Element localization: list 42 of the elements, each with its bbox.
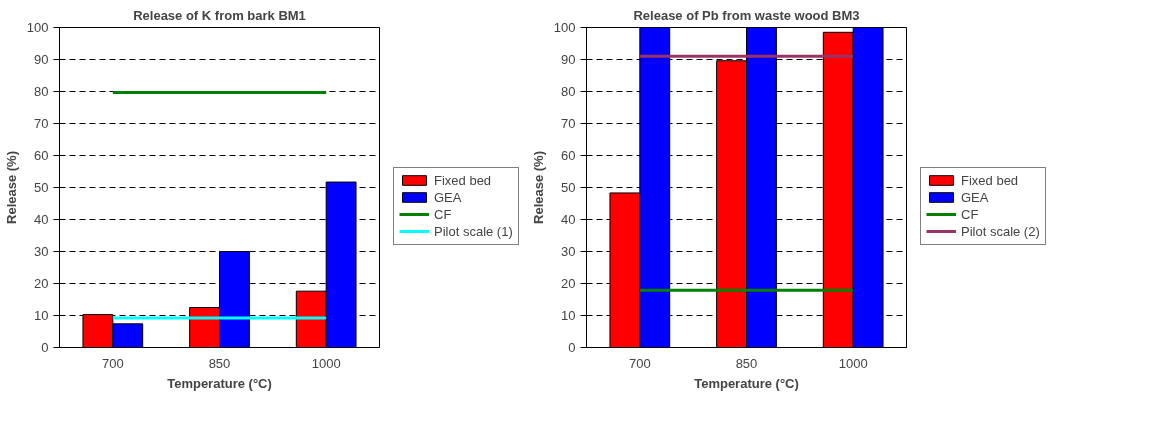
y-tick-label: 90 [561,52,576,67]
x-tick-label: 1000 [838,355,868,371]
y-tick-label: 30 [34,244,49,259]
legend-label: GEA [434,189,462,205]
y-tick-label: 0 [41,340,49,355]
y-tick-label: 30 [561,244,576,259]
x-axis-title: Temperature (°C) [694,375,799,391]
y-tick-label: 60 [561,148,576,163]
x-tick-label: 700 [628,355,651,371]
y-tick-label: 50 [34,180,49,195]
y-tick-label: 10 [34,308,49,323]
y-tick-label: 90 [34,52,49,67]
x-tick-label: 850 [735,355,758,371]
legend-label: Pilot scale (2) [961,223,1040,239]
x-tick-label: 700 [101,355,124,371]
y-tick-label: 10 [561,308,576,323]
legend-label: Fixed bed [434,172,492,188]
y-tick-label: 70 [34,116,49,131]
y-axis-title: Release (%) [530,151,546,224]
y-tick-label: 0 [568,340,576,355]
y-tick-label: 100 [553,20,576,35]
x-tick-label: 850 [208,355,231,371]
x-tick-label: 1000 [311,355,341,371]
chart-title: Release of K from bark BM1 [133,7,306,23]
y-tick-label: 40 [561,212,576,227]
y-tick-label: 40 [34,212,49,227]
legend-label: Pilot scale (1) [434,223,513,239]
y-axis-title: Release (%) [3,151,19,224]
legend-label: CF [434,206,453,222]
y-tick-label: 80 [34,84,49,99]
chart-title: Release of Pb from waste wood BM3 [633,7,860,23]
y-tick-label: 50 [561,180,576,195]
y-tick-label: 70 [561,116,576,131]
y-tick-label: 20 [34,276,49,291]
y-tick-label: 100 [26,20,49,35]
legend-label: Fixed bed [961,172,1019,188]
legend-label: GEA [961,189,989,205]
legend-label: CF [961,206,980,222]
y-tick-label: 20 [561,276,576,291]
y-tick-label: 80 [561,84,576,99]
x-axis-title: Temperature (°C) [167,375,272,391]
y-tick-label: 60 [34,148,49,163]
